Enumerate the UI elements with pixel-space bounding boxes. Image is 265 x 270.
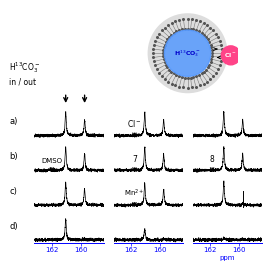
- Text: b): b): [9, 152, 18, 161]
- Text: 8: 8: [210, 155, 214, 164]
- Text: H$^{13}$CO$_3^-$
in / out: H$^{13}$CO$_3^-$ in / out: [9, 60, 41, 86]
- Text: c): c): [9, 187, 17, 196]
- Text: Cl$^-$: Cl$^-$: [127, 118, 142, 129]
- Circle shape: [148, 13, 228, 93]
- Circle shape: [221, 46, 240, 65]
- Text: d): d): [9, 222, 18, 231]
- X-axis label: ppm: ppm: [220, 255, 235, 261]
- Text: a): a): [9, 117, 18, 126]
- Circle shape: [165, 30, 211, 76]
- Text: DMSO: DMSO: [41, 158, 62, 164]
- Text: Mn$^{2+}$: Mn$^{2+}$: [124, 187, 145, 198]
- Text: H$^{13}$CO$_3^-$: H$^{13}$CO$_3^-$: [174, 48, 201, 59]
- Text: 7: 7: [132, 155, 137, 164]
- Text: Cl$^-$: Cl$^-$: [224, 51, 237, 59]
